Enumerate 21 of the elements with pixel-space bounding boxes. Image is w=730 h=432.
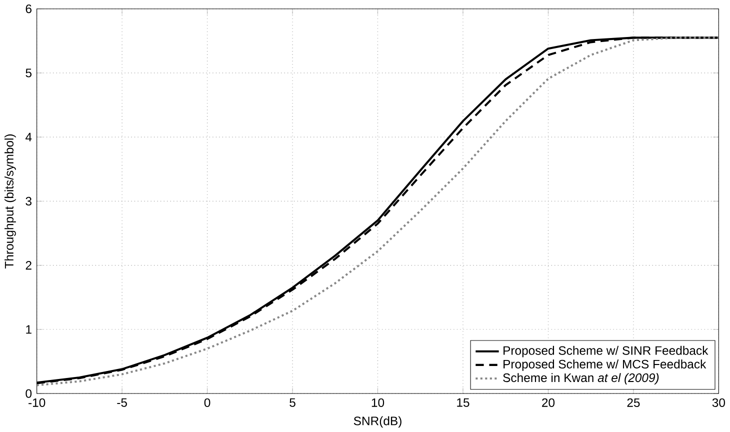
- x-tick-label: -5: [117, 398, 127, 407]
- y-tick-label: 4: [26, 132, 32, 142]
- x-tick-label: 25: [627, 398, 640, 407]
- x-tick-label: 15: [457, 398, 470, 407]
- legend-label: Proposed Scheme w/ MCS Feedback: [504, 359, 706, 371]
- x-tick-label: -10: [28, 398, 46, 407]
- x-tick-label: 0: [204, 398, 210, 407]
- y-tick-label: 5: [26, 68, 32, 78]
- y-tick-label: 6: [26, 4, 32, 14]
- x-tick-label: 10: [372, 398, 384, 407]
- y-tick-label: 0: [26, 389, 32, 398]
- y-tick-label: 1: [26, 325, 32, 334]
- legend-label: Proposed Scheme w/ SINR Feedback: [504, 346, 708, 358]
- y-tick-label: 2: [26, 260, 32, 270]
- y-axis-title: Throughput (bits/symbol): [4, 134, 16, 268]
- y-tick-label: 3: [26, 196, 32, 206]
- x-axis-title: SNR(dB): [354, 416, 402, 428]
- x-tick-label: 30: [712, 398, 726, 407]
- x-tick-label: 5: [290, 398, 296, 407]
- legend-label: Scheme in Kwan at el (2009): [503, 373, 659, 384]
- x-tick-label: 20: [542, 398, 555, 407]
